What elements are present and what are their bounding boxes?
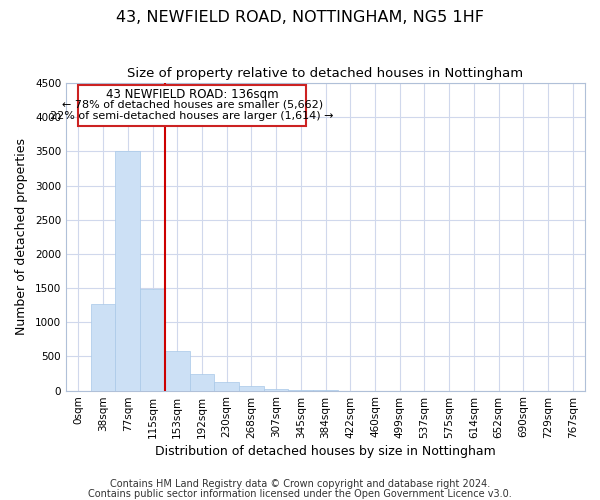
Bar bbox=[91, 304, 115, 390]
Bar bbox=[239, 386, 264, 390]
Bar bbox=[190, 374, 214, 390]
X-axis label: Distribution of detached houses by size in Nottingham: Distribution of detached houses by size … bbox=[155, 444, 496, 458]
Text: Contains HM Land Registry data © Crown copyright and database right 2024.: Contains HM Land Registry data © Crown c… bbox=[110, 479, 490, 489]
Text: ← 78% of detached houses are smaller (5,662): ← 78% of detached houses are smaller (5,… bbox=[62, 100, 323, 110]
Text: 22% of semi-detached houses are larger (1,614) →: 22% of semi-detached houses are larger (… bbox=[50, 112, 334, 122]
Text: 43, NEWFIELD ROAD, NOTTINGHAM, NG5 1HF: 43, NEWFIELD ROAD, NOTTINGHAM, NG5 1HF bbox=[116, 10, 484, 25]
Bar bbox=[214, 382, 239, 390]
Text: 43 NEWFIELD ROAD: 136sqm: 43 NEWFIELD ROAD: 136sqm bbox=[106, 88, 278, 101]
Bar bbox=[264, 389, 289, 390]
Title: Size of property relative to detached houses in Nottingham: Size of property relative to detached ho… bbox=[127, 68, 524, 80]
Bar bbox=[115, 152, 140, 390]
FancyBboxPatch shape bbox=[79, 85, 306, 126]
Y-axis label: Number of detached properties: Number of detached properties bbox=[15, 138, 28, 336]
Bar bbox=[140, 290, 165, 390]
Text: Contains public sector information licensed under the Open Government Licence v3: Contains public sector information licen… bbox=[88, 489, 512, 499]
Bar bbox=[165, 351, 190, 391]
